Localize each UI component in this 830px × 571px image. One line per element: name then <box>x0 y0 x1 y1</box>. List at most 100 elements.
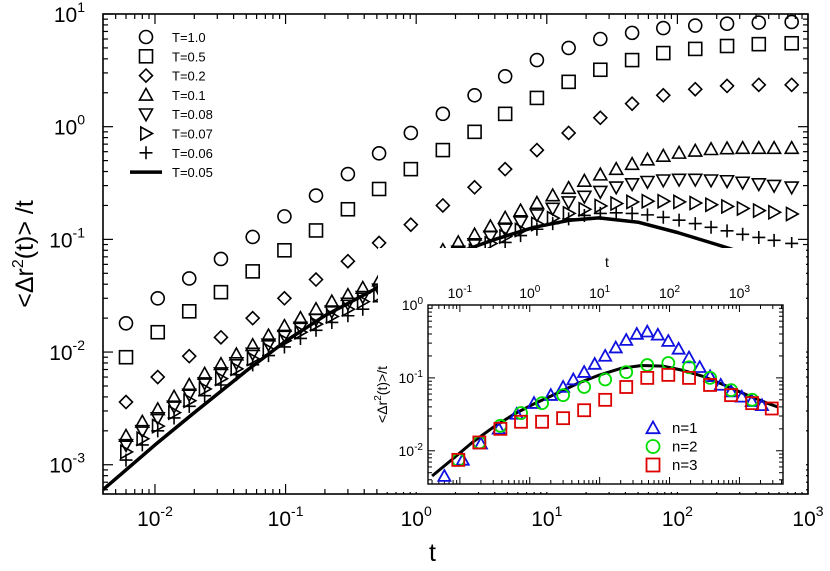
x-tick-label-exponent: 1 <box>555 503 563 519</box>
data-point <box>151 424 165 438</box>
inset-x-tick-label-base: 10 <box>589 285 605 301</box>
data-point <box>561 40 576 56</box>
data-point <box>134 413 151 428</box>
inset-data-point <box>472 435 487 450</box>
data-point <box>719 78 735 94</box>
inset-y-tick-label-exponent: 0 <box>417 296 423 307</box>
data-point <box>656 20 671 36</box>
data-point <box>752 202 767 219</box>
series-T=0.1 <box>118 139 800 442</box>
y-tick-label-base: 10 <box>49 229 72 252</box>
y-tick-label: 100 <box>54 112 85 140</box>
data-point <box>592 166 609 181</box>
y-tick-label-exponent: -1 <box>73 224 86 240</box>
legend-marker-T=0.08 <box>138 108 154 123</box>
data-point <box>340 253 356 269</box>
inset-legend-marker-n=1 <box>644 419 662 435</box>
data-point <box>213 284 229 300</box>
data-point <box>213 329 229 346</box>
data-point <box>150 324 166 340</box>
data-point <box>624 52 640 68</box>
inset-data-point <box>555 379 571 393</box>
y-tick-label-base: 10 <box>49 342 72 365</box>
data-point <box>593 62 608 78</box>
data-point <box>736 227 750 241</box>
inset-legend-label: n=3 <box>672 457 697 474</box>
inset-y-tick-label-base: 10 <box>399 370 415 386</box>
data-point <box>720 224 734 238</box>
inset-y-tick-label-exponent: -1 <box>414 369 423 380</box>
data-point <box>149 411 166 427</box>
data-point <box>544 202 561 217</box>
data-point <box>529 52 545 68</box>
series-T=1.0 <box>118 14 799 331</box>
data-point <box>181 348 197 364</box>
inset-x-tick-label-base: 10 <box>729 285 745 301</box>
y-tick-label-exponent: -2 <box>73 337 86 353</box>
data-point <box>767 233 781 247</box>
y-tick-label: 101 <box>54 0 85 27</box>
inset-legend: n=1 n=2n=3 <box>644 419 697 474</box>
data-point <box>640 208 654 222</box>
data-point <box>784 77 800 93</box>
data-point <box>181 271 197 286</box>
legend-label: T=0.05 <box>172 165 213 180</box>
y-axis-title-pre: <Δr <box>11 268 39 308</box>
inset-x-tick-label-exponent: -1 <box>463 284 472 295</box>
x-tick-label-base: 10 <box>662 508 685 531</box>
data-point <box>544 187 561 202</box>
data-point <box>785 236 799 250</box>
data-point <box>529 194 545 210</box>
data-point <box>134 424 151 439</box>
data-point <box>750 139 767 155</box>
data-point <box>639 151 656 166</box>
data-point <box>705 196 720 213</box>
x-tick-label-exponent: -2 <box>160 503 173 519</box>
data-point <box>734 176 751 191</box>
data-point <box>196 365 213 380</box>
inset-data-point <box>682 360 696 375</box>
data-point <box>529 142 545 158</box>
inset-data-point <box>608 339 624 354</box>
data-point <box>341 309 355 323</box>
data-point <box>497 106 513 122</box>
inset-data-point <box>543 387 559 401</box>
inset-x-tick-label: 101 <box>589 284 611 301</box>
inset-data-point <box>650 326 666 341</box>
data-point <box>529 90 545 106</box>
data-point <box>340 201 356 217</box>
data-point <box>309 323 323 337</box>
inset-data-point <box>587 356 603 370</box>
y-tick-label: 10-3 <box>49 450 85 478</box>
data-point <box>245 229 260 245</box>
inset-data-point <box>493 421 508 436</box>
x-tick-label: 103 <box>792 503 823 531</box>
data-point <box>673 194 688 210</box>
data-point <box>166 388 182 403</box>
x-tick-label-exponent: 0 <box>424 503 432 519</box>
legend-marker-T=0.1 <box>138 86 154 101</box>
inset-x-tick-label-exponent: 2 <box>675 284 681 295</box>
legend-marker-T=0.07 <box>140 125 155 142</box>
data-point <box>608 160 625 176</box>
data-point <box>512 216 529 231</box>
inset-data-point <box>451 452 466 467</box>
data-point <box>181 303 197 319</box>
data-point <box>308 188 324 203</box>
y-tick-label: 10-1 <box>49 224 85 252</box>
data-point <box>435 106 451 122</box>
data-point <box>529 209 545 224</box>
inset-y-tick-label: 100 <box>402 296 424 313</box>
data-point <box>118 349 134 365</box>
data-point <box>181 376 198 392</box>
legend-label: T=0.07 <box>172 127 213 142</box>
legend-label: T=0.06 <box>172 146 213 161</box>
inset-data-point <box>745 396 760 411</box>
x-tick-label: 100 <box>401 503 432 531</box>
data-point <box>512 202 529 217</box>
data-point <box>625 206 639 220</box>
data-point <box>260 327 277 342</box>
data-point <box>466 226 483 241</box>
y-tick-label-base: 10 <box>54 117 77 140</box>
